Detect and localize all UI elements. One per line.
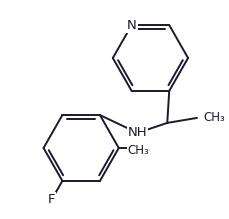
Text: NH: NH (127, 126, 147, 140)
Text: CH₃: CH₃ (202, 111, 224, 124)
Text: N: N (126, 19, 136, 32)
Text: F: F (47, 193, 55, 207)
Text: CH₃: CH₃ (127, 143, 149, 157)
